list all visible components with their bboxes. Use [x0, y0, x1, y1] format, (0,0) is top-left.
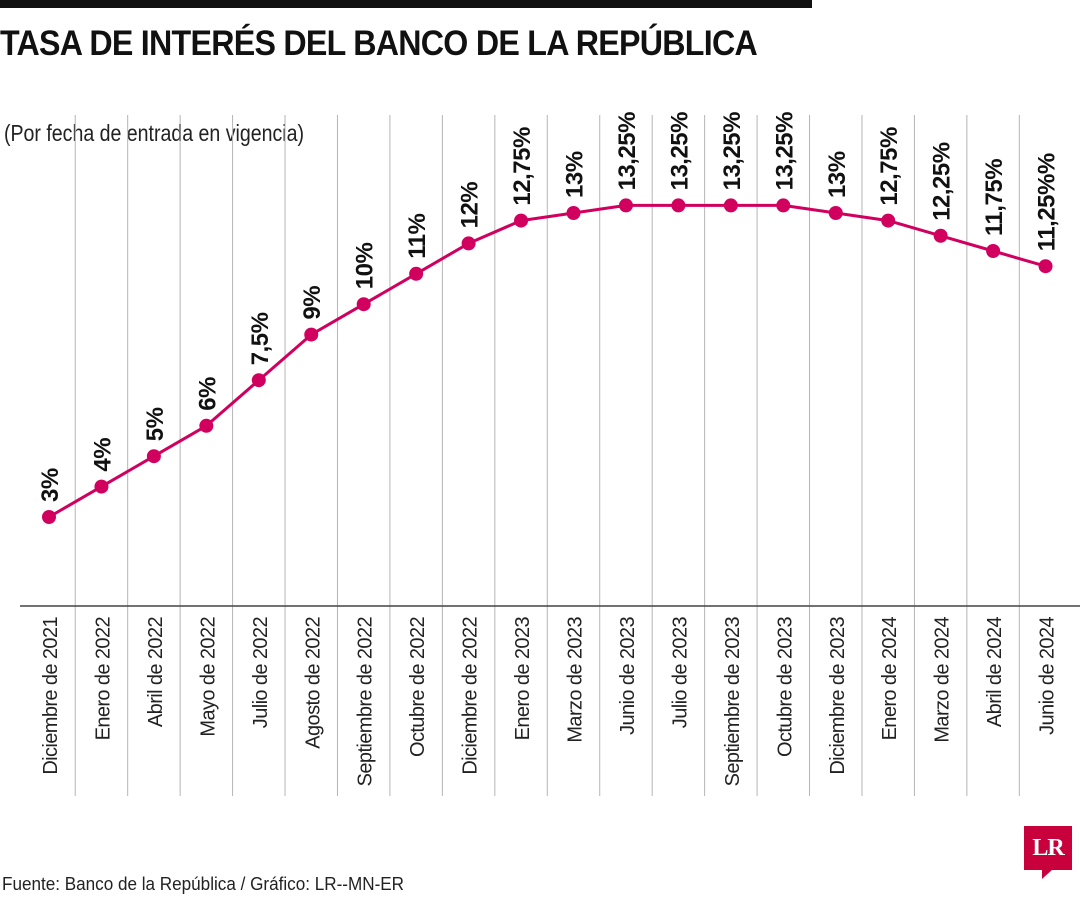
chart-title: TASA DE INTERÉS DEL BANCO DE LA REPÚBLIC…	[0, 24, 758, 63]
data-point	[881, 213, 896, 228]
data-label: 9%	[299, 286, 326, 320]
x-tick-label: Diciembre de 2022	[460, 617, 482, 775]
lr-logo: LR	[1024, 826, 1072, 879]
x-tick-label: Septiembre de 2022	[355, 617, 377, 787]
data-point	[618, 198, 633, 213]
data-label: 5%	[142, 407, 169, 441]
lr-logo-tail	[1042, 869, 1053, 879]
data-point	[356, 297, 371, 312]
data-point	[1038, 259, 1053, 274]
data-point	[514, 213, 529, 228]
data-point	[828, 206, 843, 220]
data-label: 10%	[352, 243, 379, 290]
x-tick-label: Enero de 2023	[512, 617, 534, 741]
x-tick-label: Julio de 2023	[669, 617, 691, 729]
x-tick-label: Diciembre de 2023	[827, 617, 849, 775]
x-tick-label: Agosto de 2022	[302, 617, 324, 749]
lr-logo-box: LR	[1024, 826, 1072, 870]
data-point	[986, 244, 1001, 258]
data-point	[42, 510, 56, 524]
data-label: 13,25%	[771, 112, 798, 191]
data-label: 4%	[89, 438, 116, 472]
data-point	[251, 373, 266, 388]
data-point	[671, 198, 686, 213]
x-tick-label: Julio de 2022	[250, 617, 272, 729]
data-point	[933, 228, 948, 243]
data-label: 11%	[404, 213, 431, 258]
chart-subtitle: (Por fecha de entrada en vigencia)	[4, 120, 304, 146]
data-label: 11,75%	[981, 159, 1008, 236]
x-tick-label: Enero de 2022	[92, 617, 114, 741]
data-label: 13,25%	[614, 112, 641, 191]
data-point	[566, 206, 581, 220]
data-label: 12%	[457, 182, 484, 229]
data-point	[461, 236, 476, 251]
data-label: 13%	[824, 151, 851, 198]
x-tick-label: Enero de 2024	[879, 617, 901, 741]
x-tick-label: Marzo de 2023	[565, 617, 587, 743]
data-point	[409, 266, 424, 281]
data-label: 13%	[562, 151, 589, 198]
data-point	[723, 198, 738, 213]
data-label: 7,5%	[247, 312, 274, 365]
x-tick-label: Octubre de 2022	[407, 617, 429, 757]
data-point	[304, 327, 319, 342]
data-label: 11,25%%	[1034, 153, 1061, 251]
data-label: 12,25%	[929, 142, 956, 221]
x-tick-label: Junio de 2024	[1037, 617, 1059, 735]
data-label: 13,25%	[666, 112, 693, 191]
data-point	[94, 479, 109, 494]
top-bar	[0, 0, 812, 8]
data-label: 12,75%	[876, 127, 903, 206]
x-tick-label: Mayo de 2022	[197, 617, 219, 737]
data-label: 13,25%	[719, 112, 746, 191]
line-chart: 3% Diciembre de 2021 4% Enero de 2022 5% Abri…	[20, 112, 1080, 796]
data-point	[146, 449, 161, 464]
x-tick-label: Septiembre de 2023	[722, 617, 744, 787]
source-note: Fuente: Banco de la República / Gráfico:…	[2, 874, 405, 894]
data-label: 3%	[37, 468, 64, 502]
x-tick-label: Octubre de 2023	[774, 617, 796, 757]
data-point	[199, 418, 214, 433]
x-tick-label: Junio de 2023	[617, 617, 639, 735]
series-line	[48, 203, 1047, 519]
data-point	[776, 198, 791, 213]
x-tick-label: Marzo de 2024	[932, 617, 954, 743]
data-label: 12,75%	[509, 127, 536, 206]
x-tick-label: Abril de 2022	[145, 617, 167, 728]
x-tick-label: Abril de 2024	[984, 617, 1006, 728]
data-label: 6%	[194, 377, 221, 411]
x-tick-label: Diciembre de 2021	[40, 617, 62, 775]
